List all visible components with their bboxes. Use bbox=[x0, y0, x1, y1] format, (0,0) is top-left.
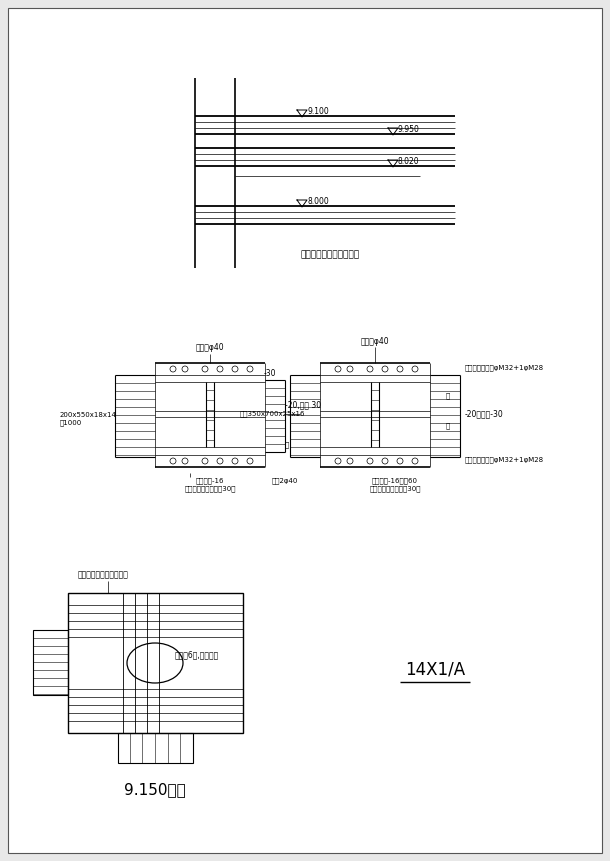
Bar bbox=[33, 630, 68, 695]
Text: 穿管孔φ40: 穿管孔φ40 bbox=[361, 337, 389, 345]
Text: 图: 图 bbox=[446, 393, 450, 400]
Text: 9.950: 9.950 bbox=[398, 126, 420, 134]
Text: 图: 图 bbox=[285, 442, 289, 449]
Text: 8.000: 8.000 bbox=[307, 197, 329, 207]
Bar bbox=[68, 593, 243, 733]
Text: 9.100: 9.100 bbox=[307, 108, 329, 116]
Text: 穿孔2φ40: 穿孔2φ40 bbox=[272, 478, 298, 484]
Text: 钢筋皮为上下均φM32+1φM28: 钢筋皮为上下均φM32+1φM28 bbox=[465, 365, 544, 371]
Text: -20，其余-30: -20，其余-30 bbox=[465, 410, 504, 418]
Text: 图: 图 bbox=[446, 423, 450, 430]
Text: 14X1/A: 14X1/A bbox=[405, 661, 465, 679]
Text: 加劲通筋-16: 加劲通筋-16 bbox=[196, 478, 224, 484]
Text: 长1000: 长1000 bbox=[60, 419, 82, 426]
Text: 加劲通筋-16，长60: 加劲通筋-16，长60 bbox=[372, 478, 418, 484]
Text: 套筒后的加强筋均为30厚: 套筒后的加强筋均为30厚 bbox=[184, 486, 235, 492]
Text: 与斜杆锂构连接的节点板: 与斜杆锂构连接的节点板 bbox=[78, 571, 129, 579]
Text: 钢筋皮为上下均φM32+1φM28: 钢筋皮为上下均φM32+1φM28 bbox=[465, 456, 544, 463]
Text: 8.020: 8.020 bbox=[398, 158, 420, 166]
Text: 200x550x18x14: 200x550x18x14 bbox=[60, 412, 117, 418]
Text: 钢管混凝土加强筋计算图: 钢管混凝土加强筋计算图 bbox=[301, 251, 359, 259]
Text: 钢骨350x700x25x16: 钢骨350x700x25x16 bbox=[240, 411, 306, 418]
Text: 套筒后的加强筋均为30厚: 套筒后的加强筋均为30厚 bbox=[369, 486, 421, 492]
Bar bbox=[118, 733, 193, 763]
Text: 9.150标高: 9.150标高 bbox=[124, 783, 186, 797]
Text: -30: -30 bbox=[264, 369, 276, 377]
Text: -20,其余 30: -20,其余 30 bbox=[285, 400, 321, 410]
Text: 穿管孔φ40: 穿管孔φ40 bbox=[196, 344, 224, 352]
Text: 每排隔6根,中间穿孔: 每排隔6根,中间穿孔 bbox=[175, 651, 219, 660]
